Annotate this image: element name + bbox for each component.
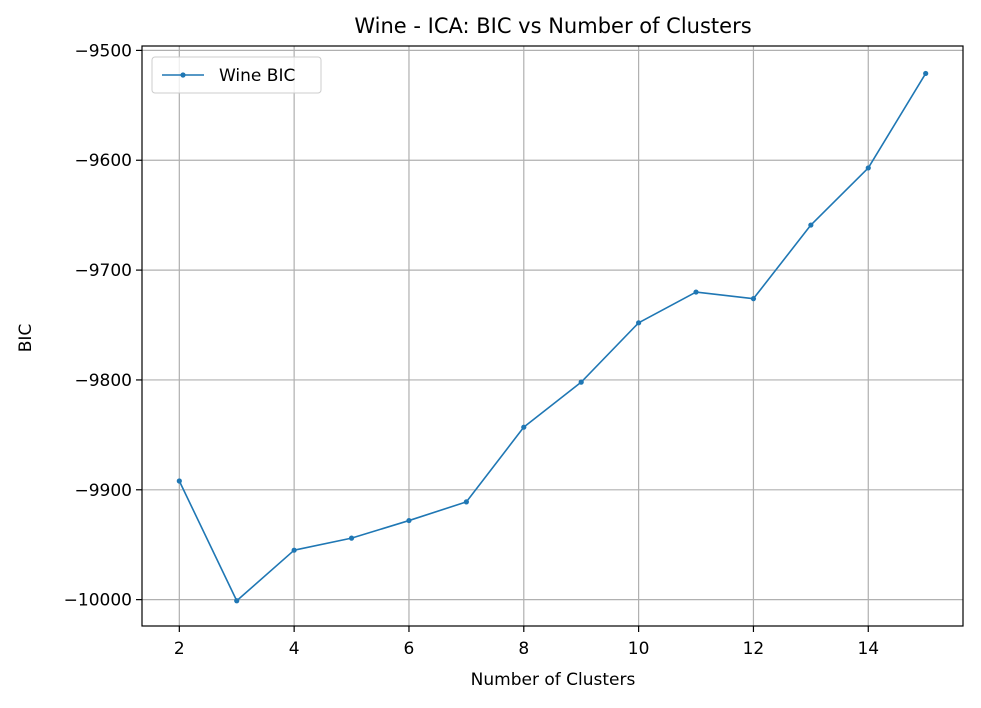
data-point [923, 70, 929, 77]
legend-box [151, 56, 322, 94]
y-axis-ticks: −10000 −9900 −9800 −9700 −9600 −9500 [64, 41, 142, 611]
x-tick-label: 8 [518, 639, 529, 659]
legend-marker-sample [180, 72, 186, 78]
data-point [348, 535, 355, 541]
legend-entry-label: Wine BIC [219, 66, 295, 86]
data-point [406, 517, 412, 524]
y-tick-label: −9800 [74, 371, 132, 391]
y-tick-label: −10000 [64, 591, 132, 611]
data-point [865, 165, 871, 171]
x-tick-label: 10 [628, 639, 650, 659]
data-point [463, 499, 469, 505]
y-tick-label: −9600 [74, 151, 132, 171]
x-tick-label: 12 [743, 639, 765, 659]
series-layer [176, 70, 929, 604]
plot-frame [141, 45, 964, 627]
x-tick-label: 6 [404, 639, 415, 659]
x-tick-label: 4 [289, 639, 300, 659]
y-tick-label: −9700 [74, 261, 132, 281]
data-point [234, 598, 240, 604]
x-tick-label: 2 [174, 639, 185, 659]
y-axis-label: BIC [16, 324, 36, 353]
data-point [521, 424, 527, 430]
y-tick-label: −9900 [74, 481, 132, 501]
data-point [808, 222, 814, 228]
legend: Wine BIC [151, 56, 322, 94]
chart-title: Wine - ICA: BIC vs Number of Clusters [354, 14, 751, 38]
series-line [178, 73, 927, 602]
x-tick-label: 14 [857, 639, 879, 659]
data-point [636, 320, 642, 326]
grid [142, 46, 963, 626]
x-axis-label: Number of Clusters [471, 670, 636, 690]
data-point [693, 289, 699, 295]
y-tick-label: −9500 [74, 41, 132, 61]
data-point [176, 478, 182, 484]
data-point [750, 296, 757, 302]
data-point [291, 547, 297, 553]
x-axis-ticks: 2 4 6 8 10 12 14 [174, 626, 879, 659]
data-point [578, 379, 584, 385]
